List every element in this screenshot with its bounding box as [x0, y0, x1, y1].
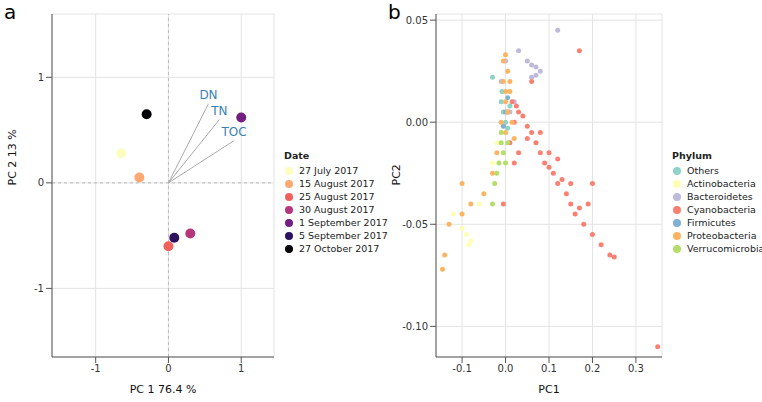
html-text:15 August 2017: 15 August 2017	[299, 178, 375, 189]
html-text:Date: Date	[284, 150, 310, 161]
svg-text:-0.05: -0.05	[402, 219, 428, 230]
html-text:30 August 2017: 30 August 2017	[299, 204, 375, 215]
svg-text:0.00: 0.00	[406, 117, 428, 128]
svg-text:-1: -1	[34, 283, 44, 294]
svg-text:PC 1 76.4 %: PC 1 76.4 %	[130, 383, 197, 396]
html-text:Others: Others	[687, 165, 719, 176]
html-text:Phylum: Phylum	[672, 150, 712, 161]
svg-text:PC 2 13 %: PC 2 13 %	[8, 129, 19, 185]
svg-text:0.3: 0.3	[628, 363, 644, 374]
html-text:27 July 2017: 27 July 2017	[299, 165, 359, 176]
svg-text:TN: TN	[210, 104, 227, 118]
html-text:5 September 2017: 5 September 2017	[299, 230, 388, 241]
html-text:a: a	[4, 0, 17, 24]
svg-text:-0.1: -0.1	[452, 363, 472, 374]
svg-text:1: 1	[38, 72, 44, 83]
svg-text:PC1: PC1	[538, 383, 559, 396]
svg-text:0.1: 0.1	[541, 363, 557, 374]
svg-text:0.0: 0.0	[498, 363, 514, 374]
svg-text:PC2: PC2	[390, 164, 403, 185]
svg-text:0: 0	[165, 363, 171, 374]
svg-text:0.05: 0.05	[406, 15, 428, 26]
html-text:27 October 2017: 27 October 2017	[299, 243, 380, 254]
svg-text:TOC: TOC	[220, 125, 246, 139]
html-text:Firmicutes: Firmicutes	[687, 217, 736, 228]
html-text:Bacteroidetes: Bacteroidetes	[687, 191, 753, 202]
html-text:b: b	[388, 0, 401, 24]
html-text:25 August 2017: 25 August 2017	[299, 191, 375, 202]
svg-text:0.2: 0.2	[585, 363, 601, 374]
svg-text:-0.10: -0.10	[402, 321, 428, 332]
html-text:Actinobacteria: Actinobacteria	[687, 178, 756, 189]
svg-text:1: 1	[238, 363, 244, 374]
html-text:1 September 2017: 1 September 2017	[299, 217, 388, 228]
svg-text:-1: -1	[91, 363, 101, 374]
svg-text:0: 0	[38, 177, 44, 188]
html-text:Proteobacteria: Proteobacteria	[687, 230, 757, 241]
svg-text:DN: DN	[199, 88, 217, 102]
html-text:Cyanobacteria: Cyanobacteria	[687, 204, 756, 215]
